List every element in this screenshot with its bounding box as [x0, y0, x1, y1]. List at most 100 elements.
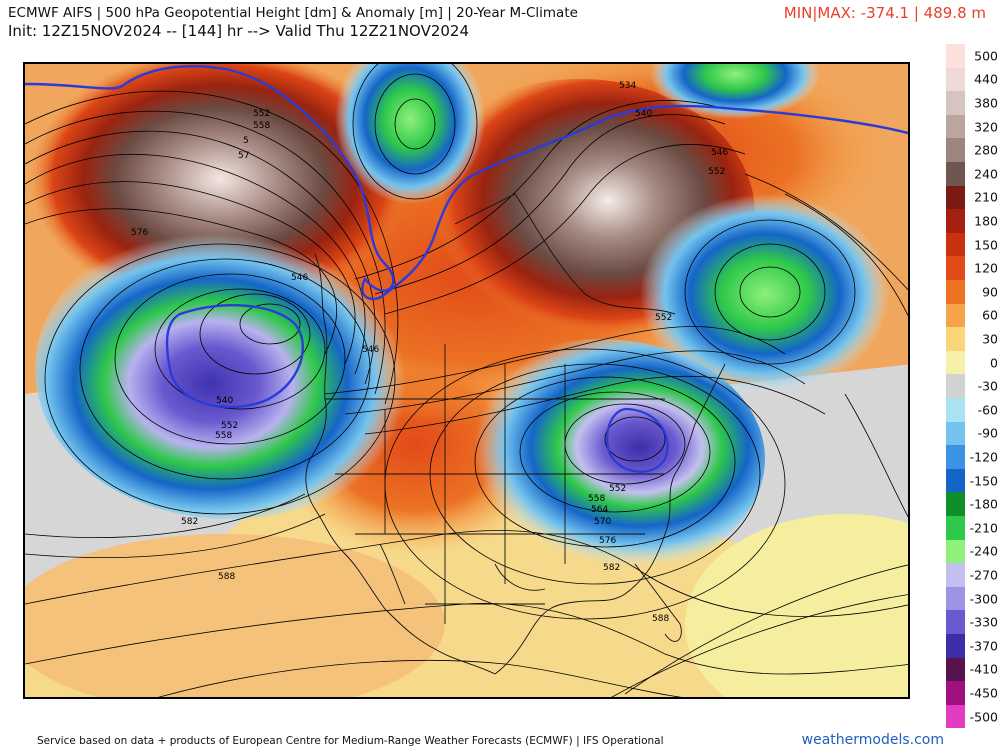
- colorbar-tick-label: -210: [969, 520, 998, 536]
- label-582-west: 582: [181, 517, 198, 527]
- colorbar-tick-label: 90: [982, 284, 998, 300]
- colorbar-tick-label: -150: [969, 473, 998, 489]
- colorbar-swatch: [946, 91, 965, 115]
- colorbar-tick-label: 380: [974, 95, 998, 111]
- colorbar-tick-label: -30: [977, 378, 998, 394]
- neutral-anomaly-caribbean: [685, 514, 908, 697]
- colorbar-tick-label: -450: [969, 685, 998, 701]
- colorbar-swatch: [946, 350, 965, 375]
- label-540-arctic: 540: [635, 109, 652, 119]
- colorbar-swatch: [946, 563, 965, 587]
- label-546-bc: 546: [291, 273, 308, 283]
- colorbar-swatch: [946, 209, 965, 233]
- height-contours: [25, 64, 908, 697]
- label-546-rockies: 546: [362, 345, 379, 355]
- label-540-pacific-low: 540: [216, 396, 233, 406]
- colorbar-swatch: [946, 421, 965, 446]
- colorbar-tick-label: -330: [969, 614, 998, 630]
- label-534-arctic: 534: [619, 81, 636, 91]
- colorbar-swatch: [946, 67, 965, 92]
- colorbar-swatch: [946, 398, 965, 422]
- label-570-southeast: 570: [594, 517, 611, 527]
- colorbar-tick-label: 30: [982, 331, 998, 347]
- label-546-greenland: 546: [711, 148, 728, 158]
- label-576-pacific: 576: [131, 228, 148, 238]
- trough-pacific-northwest: [35, 219, 425, 519]
- colorbar-tick-label: 240: [974, 166, 998, 182]
- colorbar-swatch: [946, 586, 965, 611]
- colorbar-swatch: [946, 539, 965, 564]
- colorbar-swatch: [946, 44, 965, 68]
- colorbar-swatch: [946, 681, 965, 705]
- forecast-map: 552 558 5 57 576 546 540 552 558 546 582…: [23, 62, 910, 699]
- colorbar-swatch: [946, 138, 965, 162]
- trough-baffin: [335, 64, 485, 204]
- label-552-pacific-low: 552: [221, 421, 238, 431]
- colorbar-swatch: [946, 327, 965, 351]
- label-588-caribbean: 588: [652, 614, 669, 624]
- colorbar-tick-label: 210: [974, 189, 998, 205]
- map-subtitle: Init: 12Z15NOV2024 -- [144] hr --> Valid…: [8, 22, 470, 40]
- warm-anomaly-mexico-pacific: [25, 534, 445, 697]
- label-57x-alaska: 57: [238, 151, 249, 161]
- colorbar-swatch: [946, 232, 965, 257]
- colorbar-tick-label: 320: [974, 119, 998, 135]
- colorbar-tick-label: -300: [969, 591, 998, 607]
- trough-north-atlantic: [640, 194, 890, 394]
- coastlines-borders: [305, 193, 726, 675]
- colorbar-tick-label: 150: [974, 237, 998, 253]
- label-552-labrador: 552: [708, 167, 725, 177]
- contour-540-north: [25, 65, 908, 301]
- colorbar-swatch: [946, 280, 965, 304]
- label-558-alaska: 558: [253, 121, 270, 131]
- colorbar-swatch: [946, 445, 965, 469]
- colorbar-swatch: [946, 185, 965, 210]
- anomaly-colorbar: 500 440 380 320 280 240 210 180 150 120 90 60 30 0 -30…: [946, 44, 998, 732]
- brand-link[interactable]: weathermodels.com: [801, 732, 944, 748]
- colorbar-swatch: [946, 468, 965, 493]
- data-credit: Service based on data + products of Euro…: [37, 735, 664, 747]
- colorbar-tick-label: -370: [969, 638, 998, 654]
- label-564-southeast: 564: [591, 505, 608, 515]
- label-552-neweng: 552: [655, 313, 672, 323]
- colorbar-tick-label: 180: [974, 213, 998, 229]
- label-576-gulf: 576: [599, 536, 616, 546]
- colorbar-tick-label: -180: [969, 496, 998, 512]
- colorbar-swatch: [946, 256, 965, 280]
- colorbar-tick-label: -90: [977, 425, 998, 441]
- colorbar-swatch: [946, 610, 965, 634]
- label-558-southeast: 558: [588, 494, 605, 504]
- colorbar-swatch: [946, 704, 965, 729]
- colorbar-tick-label: 440: [974, 71, 998, 87]
- colorbar-tick-label: -270: [969, 567, 998, 583]
- colorbar-tick-label: 280: [974, 142, 998, 158]
- min-max-readout: MIN|MAX: -374.1 | 489.8 m: [783, 4, 986, 22]
- colorbar-tick-label: -410: [969, 661, 998, 677]
- colorbar-tick-label: -500: [969, 709, 998, 725]
- label-552-southeast: 552: [609, 484, 626, 494]
- contour-540-pacific-low: [165, 304, 305, 409]
- colorbar-swatch: [946, 634, 965, 658]
- colorbar-tick-label: 0: [990, 355, 998, 371]
- colorbar-swatch: [946, 303, 965, 328]
- colorbar-swatch: [946, 516, 965, 540]
- colorbar-swatch: [946, 657, 965, 682]
- label-558-pacific-low: 558: [215, 431, 232, 441]
- colorbar-swatch: [946, 492, 965, 516]
- colorbar-tick-label: 60: [982, 307, 998, 323]
- label-588-mexico: 588: [218, 572, 235, 582]
- colorbar-tick-label: -120: [969, 449, 998, 465]
- colorbar-tick-label: 120: [974, 260, 998, 276]
- label-552-alaska: 552: [253, 109, 270, 119]
- label-582-florida: 582: [603, 563, 620, 573]
- colorbar-tick-label: 500: [974, 48, 998, 64]
- map-title: ECMWF AIFS | 500 hPa Geopotential Height…: [8, 5, 578, 21]
- colorbar-swatch: [946, 162, 965, 186]
- map-canvas: 552 558 5 57 576 546 540 552 558 546 582…: [25, 64, 908, 697]
- contour-540-southeast-low: [606, 407, 669, 473]
- colorbar-swatch: [946, 374, 965, 398]
- colorbar-tick-label: -60: [977, 402, 998, 418]
- label-56x-alaska: 5: [243, 136, 249, 146]
- contour-labels: 552 558 5 57 576 546 540 552 558 546 582…: [131, 81, 728, 624]
- colorbar-swatch: [946, 114, 965, 139]
